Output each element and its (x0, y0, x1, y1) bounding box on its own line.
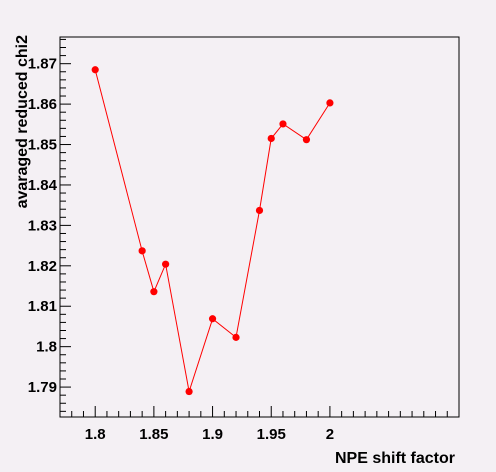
x-tick-label: 1.8 (85, 426, 106, 443)
data-point (255, 206, 264, 215)
y-tick-label: 1.79 (28, 379, 57, 396)
x-tick-label: 1.9 (202, 426, 223, 443)
data-point (326, 99, 334, 107)
data-point (150, 288, 158, 296)
y-tick-label: 1.82 (28, 258, 57, 275)
data-point (267, 134, 275, 143)
y-tick-label: 1.81 (28, 298, 57, 315)
data-point (138, 247, 146, 255)
data-point (185, 387, 193, 396)
x-axis-ticks (59, 406, 460, 417)
plot-frame (59, 36, 460, 418)
x-tick-label: 2 (326, 426, 334, 443)
y-tick-label: 1.85 (28, 137, 57, 154)
y-axis-ticks (60, 38, 71, 412)
data-point (91, 66, 99, 74)
y-tick-label: 1.8 (36, 339, 57, 356)
x-tick-label: 1.95 (257, 426, 286, 443)
data-point (208, 315, 217, 323)
x-axis-title: NPE shift factor (335, 450, 455, 467)
data-point (302, 136, 311, 144)
y-tick-label: 1.84 (28, 177, 58, 194)
y-tick-label: 1.87 (28, 56, 57, 73)
x-tick-label: 1.85 (139, 426, 168, 443)
data-markers (91, 66, 334, 396)
y-tick-label: 1.86 (28, 96, 57, 113)
y-tick-label: 1.83 (28, 217, 57, 234)
data-point (279, 120, 287, 128)
x-axis-tick-labels: 1.8 1.85 1.9 1.95 2 (85, 426, 334, 443)
data-point (232, 333, 240, 341)
y-axis-tick-labels: 1.79 1.8 1.81 1.82 1.83 1.84 1.85 1.86 1.87 (28, 56, 58, 396)
data-point (162, 260, 170, 268)
y-axis-title: avaraged reduced chi2 (14, 35, 31, 209)
series-line (94, 69, 331, 392)
